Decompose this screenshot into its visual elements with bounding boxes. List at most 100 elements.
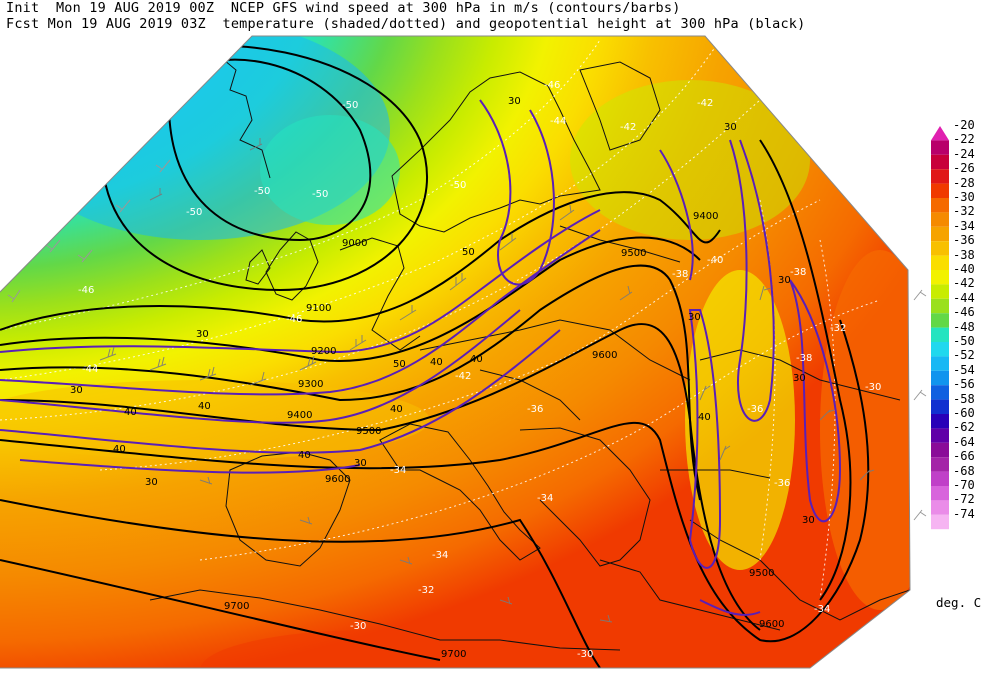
height-label: 9600 xyxy=(592,350,617,361)
legend-swatch xyxy=(931,169,949,184)
legend-swatch xyxy=(931,327,949,342)
wind-label: 30 xyxy=(688,312,701,323)
temp-label: -30 xyxy=(865,382,881,393)
temp-label: -32 xyxy=(830,323,846,334)
legend-swatch xyxy=(931,284,949,299)
legend-swatch xyxy=(931,212,949,227)
wind-label: 30 xyxy=(793,373,806,384)
legend-swatch xyxy=(931,270,949,285)
wind-label: 30 xyxy=(724,122,737,133)
legend-label: -74 xyxy=(953,506,975,521)
temp-label: -50 xyxy=(312,189,328,200)
wind-label: 30 xyxy=(508,96,521,107)
legend-label: -40 xyxy=(953,262,975,276)
temp-label: -34 xyxy=(814,604,830,615)
height-label: 9500 xyxy=(621,248,646,259)
temp-label: -34 xyxy=(537,493,553,504)
legend-label: -36 xyxy=(953,233,975,248)
legend-swatch xyxy=(931,342,949,357)
legend-label: -52 xyxy=(953,348,975,363)
legend-label: -48 xyxy=(953,319,975,334)
legend-swatch xyxy=(931,154,949,170)
wind-label: 50 xyxy=(393,359,406,370)
height-label: 9400 xyxy=(693,211,718,222)
temp-label: -42 xyxy=(697,98,713,109)
legend-swatch xyxy=(931,370,949,386)
height-label: 9600 xyxy=(325,474,350,485)
temp-label: -30 xyxy=(350,621,366,632)
wind-label: 30 xyxy=(145,477,158,488)
legend-swatch xyxy=(931,457,949,472)
legend-label: -62 xyxy=(953,420,975,435)
height-label: 9600 xyxy=(759,619,784,630)
legend-label: -46 xyxy=(953,305,975,320)
legend-label: -64 xyxy=(953,434,975,449)
temp-label: -30 xyxy=(577,649,593,660)
legend-swatch xyxy=(931,226,949,242)
wind-label: 40 xyxy=(124,407,137,418)
legend-label: -54 xyxy=(953,362,975,377)
legend-label: -32 xyxy=(953,204,975,219)
legend-label: -20 xyxy=(953,118,975,132)
height-label: 9500 xyxy=(356,426,381,437)
temp-label-group: -50 -50 -50 -50 -50 -46 -46 -46 -44 -44 … xyxy=(78,80,881,660)
wind-label: 40 xyxy=(470,354,483,365)
color-scale-bar xyxy=(931,126,949,530)
legend-swatch xyxy=(931,183,949,198)
legend-swatch xyxy=(931,471,949,486)
wind-label-group: 30 30 30 30 30 30 30 30 30 30 40 40 40 4… xyxy=(70,96,815,526)
temp-label: -38 xyxy=(790,267,806,278)
legend-swatch xyxy=(931,486,949,501)
legend-label: -30 xyxy=(953,190,975,204)
legend-label: -72 xyxy=(953,492,975,507)
temp-label: -34 xyxy=(432,550,448,561)
height-label: 9700 xyxy=(224,601,249,612)
legend-swatch xyxy=(931,241,949,256)
legend-label: -28 xyxy=(953,175,975,190)
legend-swatch xyxy=(931,442,949,458)
height-label: 9300 xyxy=(298,379,323,390)
temp-label: -36 xyxy=(774,478,790,489)
temp-label: -36 xyxy=(527,404,543,415)
temp-label: -44 xyxy=(550,116,566,127)
domain-outline xyxy=(0,35,911,669)
legend-label: -68 xyxy=(953,463,975,478)
wind-barbs xyxy=(99,138,875,623)
legend-label: -44 xyxy=(953,290,975,305)
height-label-group: 9000 9100 9200 9300 9400 9400 9500 9500 … xyxy=(224,211,784,660)
header-forecast-line: Fcst Mon 19 AUG 2019 03Z temperature (sh… xyxy=(6,16,806,32)
height-label: 9500 xyxy=(749,568,774,579)
wind-speed-contours xyxy=(0,99,842,616)
legend-swatch xyxy=(931,298,949,314)
temp-label: -50 xyxy=(254,186,270,197)
height-label: 9200 xyxy=(311,346,336,357)
legend-swatch xyxy=(931,140,949,155)
weather-map: 9000 9100 9200 9300 9400 9400 9500 9500 … xyxy=(0,35,927,669)
temp-label: -50 xyxy=(342,100,358,111)
temp-label: -40 xyxy=(707,255,723,266)
height-label: 9100 xyxy=(306,303,331,314)
legend-label: -38 xyxy=(953,247,975,262)
temp-label: -46 xyxy=(78,285,94,296)
legend-swatch xyxy=(931,126,949,141)
legend-swatch xyxy=(931,399,949,414)
header-init-line: Init Mon 19 AUG 2019 00Z NCEP GFS wind s… xyxy=(6,0,681,16)
height-label: 9700 xyxy=(441,649,466,660)
legend-label: -24 xyxy=(953,146,975,161)
legend-swatch xyxy=(931,428,949,443)
legend-label: -42 xyxy=(953,276,975,291)
legend-label: -22 xyxy=(953,132,975,147)
temp-label: -32 xyxy=(418,585,434,596)
wind-label: 30 xyxy=(802,515,815,526)
height-label: 9000 xyxy=(342,238,367,249)
legend-label: -56 xyxy=(953,377,975,392)
temp-label: -42 xyxy=(620,122,636,133)
temp-label: -50 xyxy=(450,180,466,191)
legend-label: -50 xyxy=(953,334,975,348)
legend-swatch xyxy=(931,414,949,429)
legend-label: -34 xyxy=(953,218,975,233)
legend-label: -58 xyxy=(953,391,975,406)
legend-label: -60 xyxy=(953,406,975,420)
wind-label: 50 xyxy=(462,247,475,258)
edge-wind-barbs xyxy=(7,159,927,521)
